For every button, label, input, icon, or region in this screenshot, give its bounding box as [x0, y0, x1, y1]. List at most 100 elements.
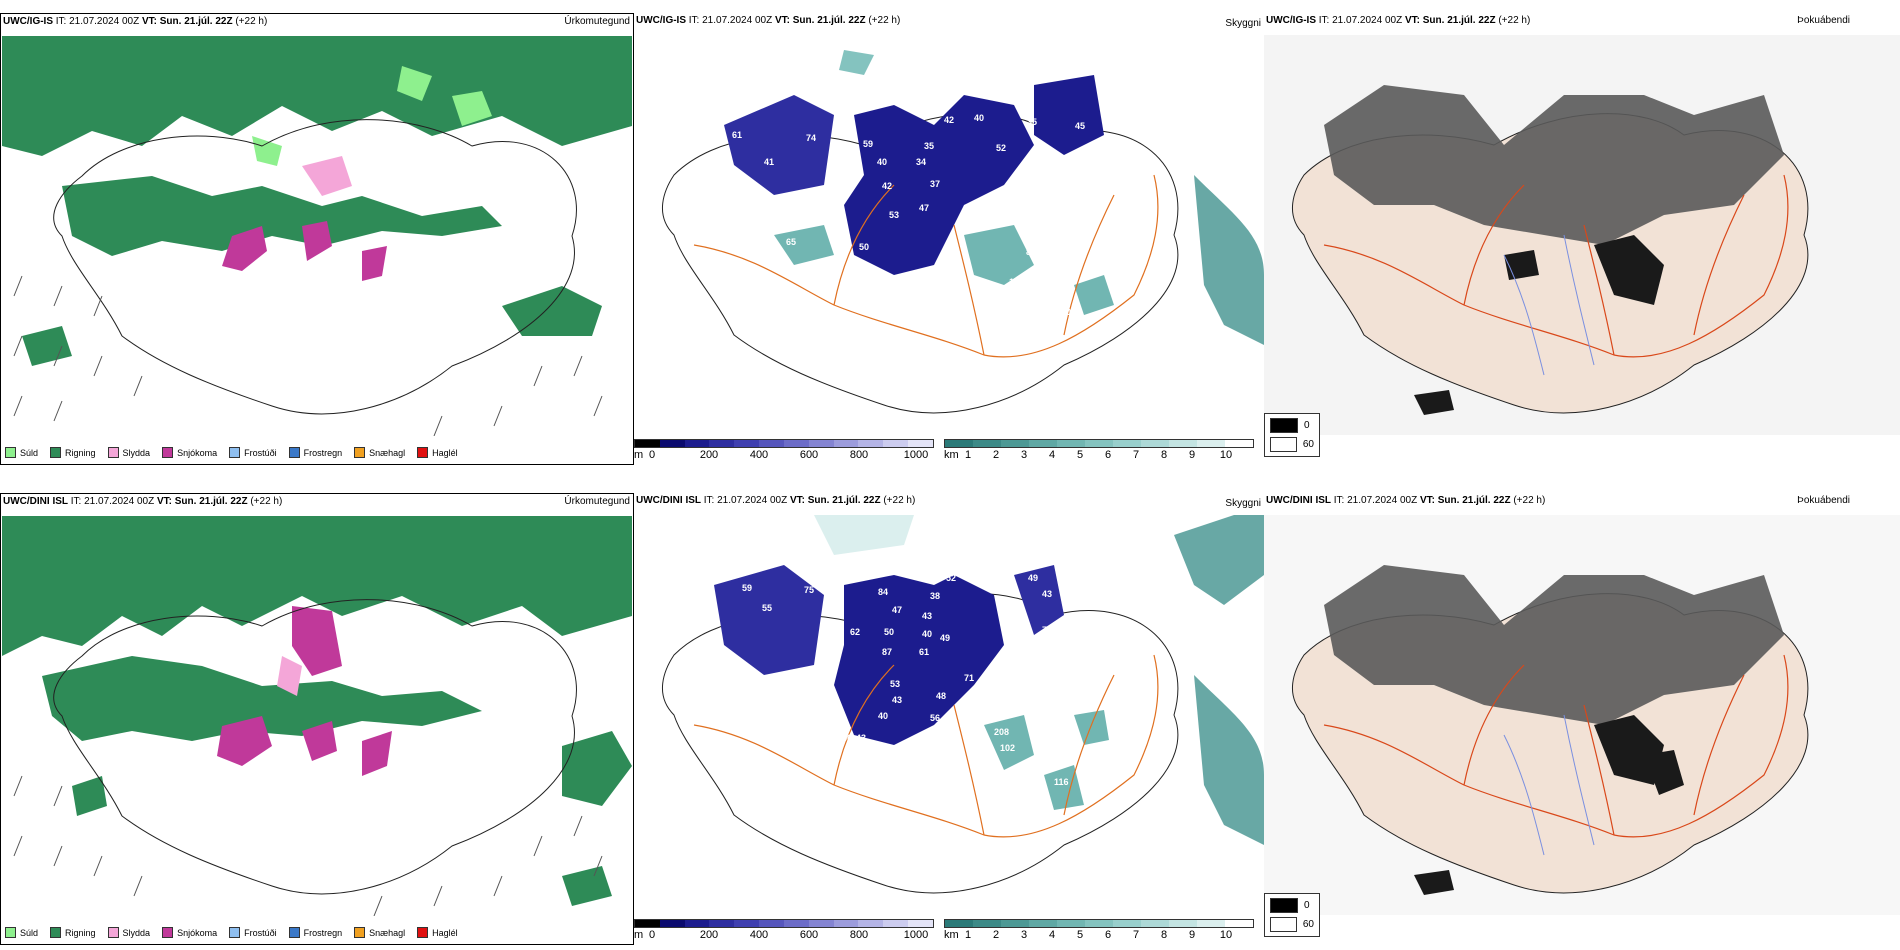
legend-item: Rigning — [50, 927, 96, 938]
colorbar-tick: 7 — [1132, 929, 1140, 941]
colorbar-segment — [1029, 440, 1057, 447]
ceiling-value: 42 — [944, 115, 955, 125]
ceiling-panel-2: UWC/DINI ISL IT: 21.07.2024 00Z VT: Sun.… — [634, 493, 1264, 945]
ceiling-value: 59 — [863, 139, 874, 149]
ceiling-map — [661, 50, 1264, 414]
colorbar-segment — [1197, 920, 1225, 927]
panel-title: UWC/DINI ISL IT: 21.07.2024 00Z VT: Sun.… — [636, 495, 916, 506]
legend-swatch — [288, 447, 300, 458]
colorbar-segment — [833, 920, 859, 927]
ceiling-value: 56 — [930, 713, 941, 723]
colorbar-segment — [659, 440, 685, 447]
colorbar-tick: 10 — [1219, 929, 1233, 941]
colorbar-tick: 5 — [1076, 929, 1084, 941]
colorbar-tick: 400 — [749, 449, 769, 461]
colorbar-segment — [945, 440, 973, 447]
colorbar-segment — [734, 440, 760, 447]
precip-legend: Súld Rigning Slydda Snjókoma Frostúði Fr… — [5, 927, 458, 938]
ceiling-value: 37 — [1132, 203, 1143, 213]
colorbar-segment — [635, 920, 660, 927]
ceiling-value: 62 — [850, 627, 861, 637]
legend-item: Frostúði — [229, 927, 277, 938]
panel-field-label: Þokuábendi — [1797, 15, 1850, 26]
legend-swatch — [354, 927, 366, 938]
legend-swatch — [162, 447, 174, 458]
colorbar-tick: 200 — [699, 929, 719, 941]
colorbar-segment — [684, 440, 710, 447]
colorbar-tick: 0 — [648, 929, 656, 941]
ceiling-value: 70 — [1042, 625, 1053, 635]
ceiling-value: 40 — [974, 113, 985, 123]
legend-item: Súld — [5, 927, 38, 938]
colorbar-segment — [1001, 920, 1029, 927]
ceiling-value: 52 — [996, 143, 1007, 153]
legend-item: Haglél — [417, 447, 458, 458]
colorbar-tick: 3 — [1020, 449, 1028, 461]
legend-item: 60 — [1270, 917, 1314, 932]
colorbar-segment — [1113, 920, 1141, 927]
ceiling-value: 51 — [742, 555, 753, 565]
ceiling-value: 50 — [884, 627, 895, 637]
colorbar-segment — [1085, 920, 1113, 927]
ceiling-value: 71 — [1044, 665, 1055, 675]
fog-panel-2: UWC/DINI ISL IT: 21.07.2024 00Z VT: Sun.… — [1264, 493, 1900, 945]
ceiling-value: 38 — [930, 591, 941, 601]
colorbar-tick: 1000 — [903, 929, 929, 941]
colorbar-segment — [858, 920, 884, 927]
ceiling-value: 95 — [927, 863, 938, 873]
colorbar-tick: 800 — [849, 929, 869, 941]
legend-item: Rigning — [50, 447, 96, 458]
colorbar-segment — [1113, 440, 1141, 447]
ceiling-value: 85 — [1026, 247, 1037, 257]
ceiling-value: 55 — [762, 603, 773, 613]
colorbar-segment — [1141, 440, 1169, 447]
ceiling-value: 65 — [786, 237, 797, 247]
colorbar-tick: 4 — [1048, 929, 1056, 941]
colorbar-segment — [1225, 440, 1253, 447]
ceiling-value: 79 — [1024, 687, 1035, 697]
panel-title: UWC/DINI ISL IT: 21.07.2024 00Z VT: Sun.… — [1266, 495, 1546, 506]
ceiling-value: 49 — [940, 633, 951, 643]
colorbar-tick: 2 — [992, 449, 1000, 461]
legend-swatch — [417, 447, 429, 458]
panel-field-label: Þokuábendi — [1797, 495, 1850, 506]
fog-panel-1: UWC/IG-IS IT: 21.07.2024 00Z VT: Sun. 21… — [1264, 13, 1900, 465]
legend-item: Slydda — [107, 447, 150, 458]
ceiling-colorbar-strip — [634, 919, 934, 928]
colorbar-segment — [1057, 440, 1085, 447]
ceiling-value: 47 — [919, 203, 930, 213]
ceiling-value: 43 — [856, 733, 867, 743]
ceiling-panel-1: UWC/IG-IS IT: 21.07.2024 00Z VT: Sun. 21… — [634, 13, 1264, 465]
ceiling-value: 102 — [1000, 743, 1016, 753]
precip-map — [2, 36, 632, 436]
legend-swatch — [1270, 898, 1298, 913]
colorbar-tick: 9 — [1188, 449, 1196, 461]
legend-item: Frostregn — [288, 447, 342, 458]
legend-item: Slydda — [107, 927, 150, 938]
colorbar-segment — [908, 920, 933, 927]
colorbar-segment — [709, 920, 735, 927]
ceiling-value: 35 — [1027, 117, 1038, 127]
colorbar-unit: m — [634, 449, 644, 461]
legend-item: Frostúði — [229, 447, 277, 458]
ceiling-value: 43 — [922, 611, 933, 621]
ceiling-value: 75 — [804, 585, 815, 595]
colorbar-segment — [1197, 440, 1225, 447]
colorbar-segment — [1169, 440, 1197, 447]
visibility-colorbar-strip — [944, 919, 1254, 928]
ceiling-value: 46 — [842, 283, 853, 293]
colorbar-tick: 4 — [1048, 449, 1056, 461]
ceiling-value: 84 — [878, 587, 889, 597]
colorbar-tick: 600 — [799, 449, 819, 461]
ceiling-value: 70 — [1041, 147, 1052, 157]
colorbar-tick: 800 — [849, 449, 869, 461]
colorbar-segment — [1029, 920, 1057, 927]
legend-swatch — [229, 447, 241, 458]
legend-swatch — [5, 927, 16, 938]
ceiling-value: 70 — [910, 865, 921, 875]
panel-title: UWC/IG-IS IT: 21.07.2024 00Z VT: Sun. 21… — [1266, 15, 1531, 26]
visibility-colorbar-strip — [944, 439, 1254, 448]
colorbar-tick: 9 — [1188, 929, 1196, 941]
colorbar-segment — [973, 440, 1001, 447]
legend-item: 0 — [1270, 418, 1314, 433]
